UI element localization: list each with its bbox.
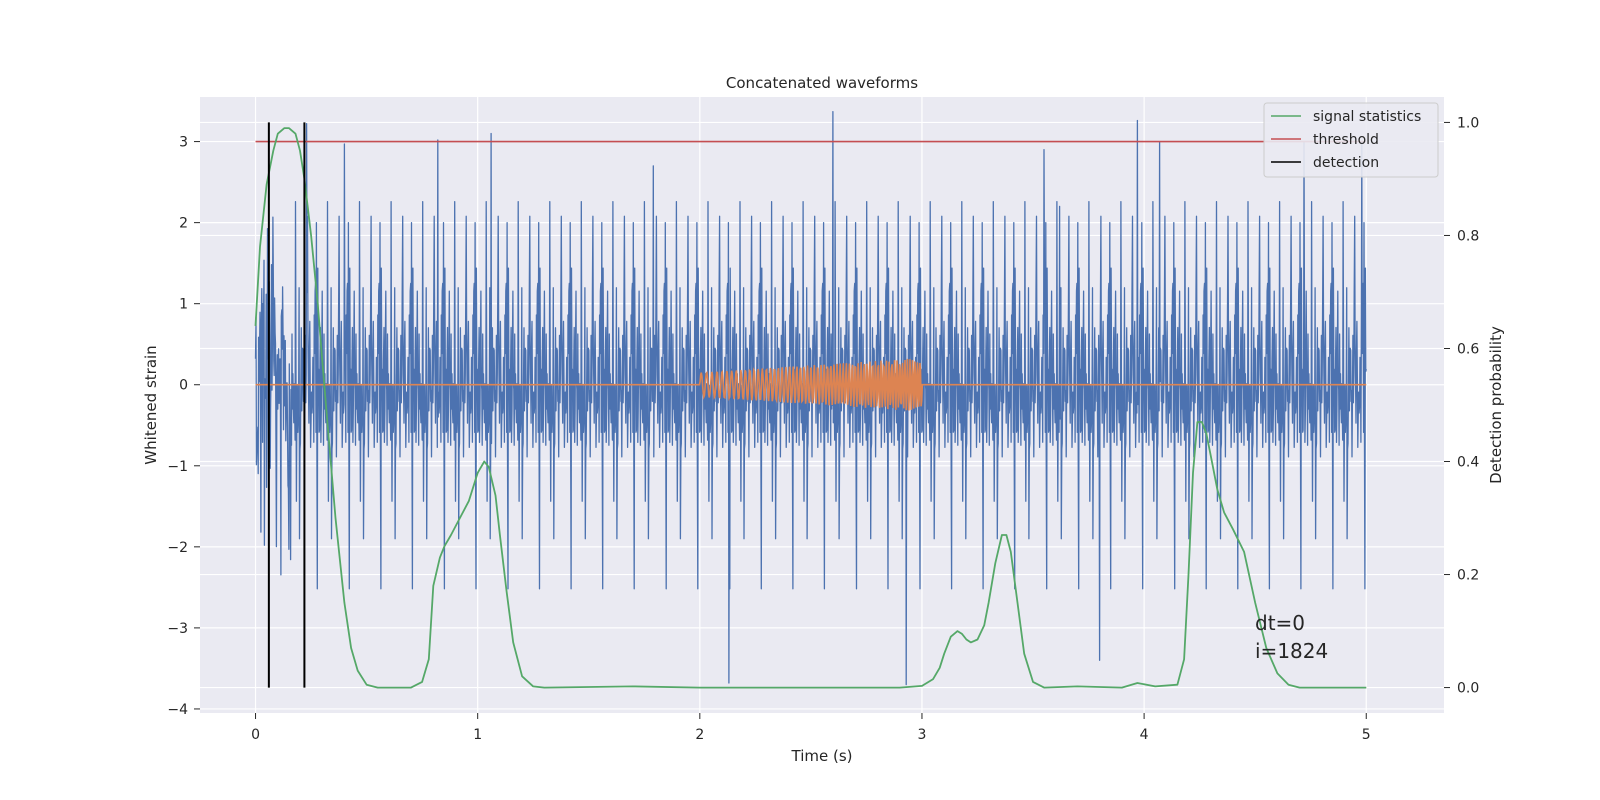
y2-tick-label: 0.0 xyxy=(1457,681,1479,697)
detection-series xyxy=(267,122,306,688)
x-tick-label: 1 xyxy=(473,727,482,743)
y2-tick-label: 0.2 xyxy=(1457,568,1479,584)
waveform-series xyxy=(255,358,1367,411)
legend-label-detection: detection xyxy=(1313,155,1379,171)
y2-tick-label: 0.6 xyxy=(1457,341,1479,357)
x-tick-label: 5 xyxy=(1362,727,1371,743)
y-axis-label: Whitened strain xyxy=(142,345,160,464)
x-tick-label: 2 xyxy=(695,727,704,743)
y-tick-label: 1 xyxy=(179,297,188,313)
x-tick-label: 0 xyxy=(251,727,260,743)
annotation-dt: dt=0 xyxy=(1255,611,1305,635)
x-axis-label: Time (s) xyxy=(791,747,853,765)
y-ticks: −4 −3 −2 −1 0 1 2 3 xyxy=(167,135,200,718)
y-tick-label: 0 xyxy=(179,378,188,394)
y-tick-label: −2 xyxy=(167,540,188,556)
legend-label-signal-statistics: signal statistics xyxy=(1313,109,1421,125)
legend-box xyxy=(1263,102,1439,178)
y-tick-label: −4 xyxy=(167,702,188,718)
signal-statistics-line xyxy=(254,127,1367,689)
x-tick-label: 3 xyxy=(918,727,927,743)
x-tick-label: 4 xyxy=(1140,727,1149,743)
y2-ticks: 0.0 0.2 0.4 0.6 0.8 1.0 xyxy=(1444,115,1479,697)
y2-tick-label: 1.0 xyxy=(1457,115,1479,131)
legend: signal statistics threshold detection xyxy=(1263,102,1439,178)
chart-title: Concatenated waveforms xyxy=(726,74,918,92)
y-tick-label: 2 xyxy=(179,216,188,232)
annotation-index: i=1824 xyxy=(1255,639,1328,663)
x-ticks: 0 1 2 3 4 5 xyxy=(251,713,1371,743)
y-tick-label: −3 xyxy=(167,621,188,637)
y-tick-label: 3 xyxy=(179,135,188,151)
y2-tick-label: 0.4 xyxy=(1457,455,1479,471)
y2-tick-label: 0.8 xyxy=(1457,228,1479,244)
legend-label-threshold: threshold xyxy=(1313,132,1379,148)
signal-statistics-series xyxy=(254,127,1367,689)
y-tick-label: −1 xyxy=(167,459,188,475)
waveform-line xyxy=(255,358,1367,411)
y2-axis-label: Detection probability xyxy=(1487,326,1505,484)
